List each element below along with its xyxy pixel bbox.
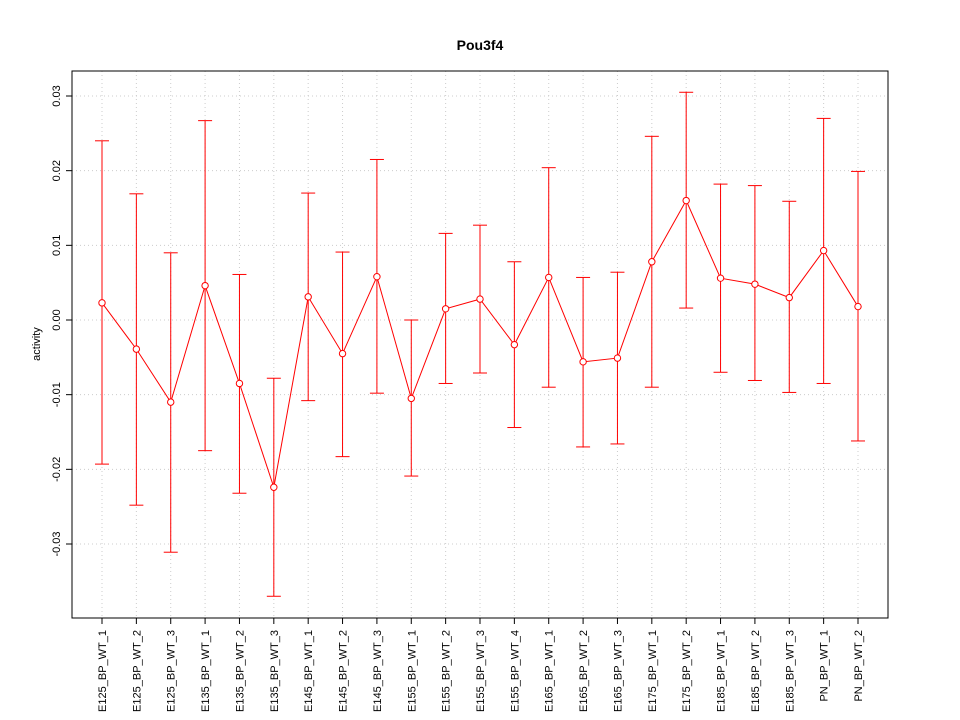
- data-point: [476, 295, 484, 303]
- y-tick-label: 0.00: [51, 309, 63, 330]
- data-point: [682, 196, 690, 205]
- series: [95, 91, 865, 597]
- x-tick-label: E145_BP_WT_1: [303, 630, 315, 712]
- x-tick-label: E165_BP_WT_3: [612, 630, 624, 712]
- axes: -0.03 -0.02 -0.01 0.00 0.01 0.02 0.03 E125_BP_W…: [51, 85, 865, 712]
- data-point: [648, 258, 656, 266]
- data-point: [819, 246, 828, 255]
- x-tick-label: E155_BP_WT_1: [406, 630, 418, 712]
- x-tick-label: PN_BP_WT_2: [853, 630, 865, 702]
- x-tick-label: E185_BP_WT_3: [784, 630, 796, 712]
- plot-frame: [71, 70, 889, 619]
- data-point: [235, 379, 244, 388]
- x-tick-label: E125_BP_WT_1: [97, 630, 109, 712]
- data-point: [338, 349, 347, 358]
- data-point: [545, 273, 553, 282]
- x-tick-label: E155_BP_WT_4: [509, 630, 521, 712]
- data-point: [98, 299, 106, 307]
- x-tick-label: E155_BP_WT_2: [441, 630, 453, 712]
- y-tick-label: 0.02: [51, 160, 63, 181]
- x-tick-label: E135_BP_WT_2: [234, 630, 246, 712]
- data-point: [441, 305, 450, 313]
- x-tick-label: E125_BP_WT_2: [131, 630, 143, 712]
- data-point: [854, 302, 862, 311]
- x-tick-label: E185_BP_WT_2: [750, 630, 762, 712]
- data-point: [167, 398, 175, 406]
- x-tick-label: E175_BP_WT_1: [647, 630, 659, 712]
- data-point: [579, 358, 587, 366]
- data-point: [132, 345, 141, 353]
- data-point: [270, 483, 278, 491]
- data-point: [613, 354, 622, 362]
- x-tick-label: E125_BP_WT_3: [166, 630, 178, 712]
- x-tick-label: E155_BP_WT_3: [475, 630, 487, 712]
- y-axis-label: activity: [31, 327, 43, 361]
- x-tick-label: E145_BP_WT_2: [338, 630, 350, 712]
- data-point: [304, 293, 312, 301]
- chart-title: Pou3f4: [457, 37, 504, 53]
- data-point: [510, 340, 519, 349]
- x-tick-label: E185_BP_WT_1: [716, 630, 728, 712]
- data-point: [201, 281, 209, 290]
- x-tick-label: E165_BP_WT_1: [544, 630, 556, 712]
- y-tick-label: -0.03: [51, 531, 63, 556]
- y-tick-label: 0.03: [51, 85, 63, 106]
- data-point: [716, 274, 725, 282]
- y-tick-label: -0.02: [51, 457, 63, 482]
- x-tick-label: E135_BP_WT_3: [269, 630, 281, 712]
- x-tick-label: E145_BP_WT_3: [372, 630, 384, 712]
- data-point: [407, 394, 415, 403]
- data-point: [373, 272, 381, 281]
- x-tick-label: E175_BP_WT_2: [681, 630, 693, 712]
- data-point: [751, 280, 759, 288]
- x-tick-label: E165_BP_WT_2: [578, 630, 590, 712]
- data-point: [785, 293, 793, 302]
- y-tick-label: -0.01: [51, 382, 63, 407]
- x-tick-label: E135_BP_WT_1: [200, 630, 212, 712]
- y-tick-label: 0.01: [51, 235, 63, 256]
- x-tick-label: PN_BP_WT_1: [819, 630, 831, 702]
